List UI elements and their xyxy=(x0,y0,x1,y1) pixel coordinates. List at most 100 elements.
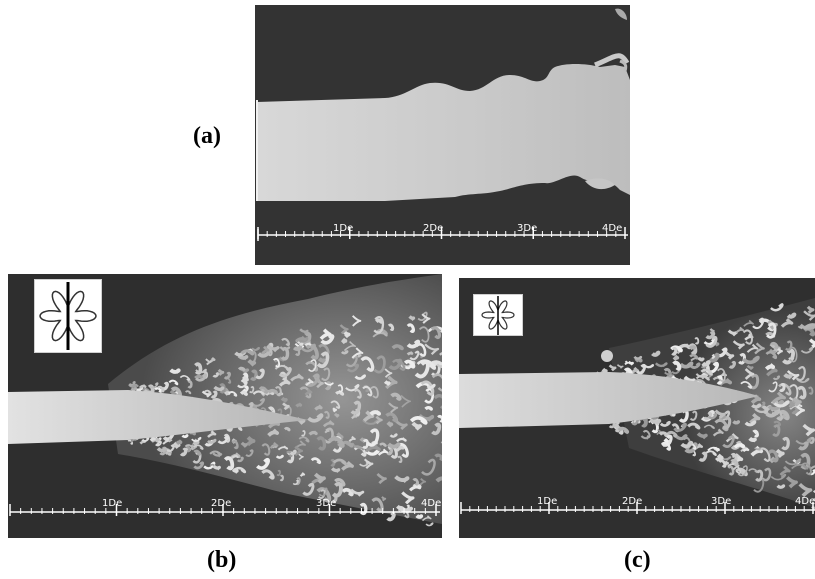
eddy xyxy=(406,323,415,333)
jet-core-c xyxy=(459,372,759,428)
eddy xyxy=(365,444,381,453)
eddy xyxy=(246,435,256,447)
nozzle-inset-c xyxy=(473,294,523,336)
eddy xyxy=(757,447,771,462)
eddy xyxy=(255,368,265,380)
eddy xyxy=(195,368,207,374)
eddy xyxy=(778,383,786,393)
eddy xyxy=(715,453,724,462)
eddy xyxy=(260,407,267,412)
eddy xyxy=(744,368,755,380)
eddy xyxy=(251,346,260,352)
eddy xyxy=(714,409,726,419)
eddy xyxy=(424,406,433,411)
eddy xyxy=(327,436,345,448)
eddy xyxy=(387,323,395,331)
eddy xyxy=(761,405,769,414)
eddy xyxy=(735,326,745,334)
eddy xyxy=(754,447,762,451)
eddy xyxy=(672,354,680,362)
eddy xyxy=(324,428,330,434)
eddy xyxy=(616,364,624,369)
scale-label-3de-b: 3De xyxy=(316,498,336,509)
eddy xyxy=(679,361,694,369)
eddy xyxy=(634,357,643,363)
eddy xyxy=(292,479,299,486)
eddy xyxy=(409,350,420,361)
eddy xyxy=(403,359,416,369)
eddy xyxy=(808,338,815,349)
eddy xyxy=(794,404,805,417)
eddy xyxy=(376,473,387,485)
eddy xyxy=(396,437,407,443)
eddy xyxy=(643,363,654,369)
eddy xyxy=(751,403,762,409)
eddy xyxy=(431,373,442,392)
eddy xyxy=(236,456,244,463)
eddy xyxy=(307,413,324,423)
eddy xyxy=(316,436,327,451)
eddy xyxy=(259,386,269,394)
eddy xyxy=(703,424,715,430)
scale-label-4de-a: 4De xyxy=(602,223,622,234)
eddy xyxy=(275,386,282,397)
eddy xyxy=(771,391,787,404)
eddy xyxy=(316,351,330,368)
eddy xyxy=(642,430,651,438)
eddy xyxy=(228,391,238,397)
eddy xyxy=(148,382,159,389)
eddy xyxy=(806,305,815,314)
eddy xyxy=(305,378,314,387)
eddy xyxy=(149,435,156,442)
eddy xyxy=(332,458,347,466)
eddy xyxy=(203,389,212,395)
eddy xyxy=(384,368,393,378)
eddy xyxy=(434,453,442,461)
eddy xyxy=(193,444,204,450)
eddy xyxy=(731,453,740,459)
scale-label-1de-c: 1De xyxy=(537,496,557,507)
eddy xyxy=(755,469,764,482)
eddy xyxy=(348,435,356,443)
eddy xyxy=(427,326,442,333)
eddy xyxy=(766,322,777,339)
scale-label-3de-c: 3De xyxy=(711,496,731,507)
eddy xyxy=(776,347,783,355)
eddy xyxy=(131,383,139,388)
eddy xyxy=(798,441,809,451)
eddy xyxy=(179,375,191,382)
eddy xyxy=(649,417,662,425)
eddy xyxy=(280,346,290,361)
eddy xyxy=(722,435,735,448)
eddy xyxy=(304,388,313,396)
eddy xyxy=(701,360,711,367)
eddy xyxy=(395,419,408,431)
eddy xyxy=(411,421,423,431)
eddy xyxy=(354,374,366,380)
eddy xyxy=(746,343,759,353)
eddy xyxy=(608,422,616,429)
eddy xyxy=(162,437,169,445)
eddy xyxy=(340,350,349,355)
eddy xyxy=(316,487,332,503)
eddy xyxy=(353,445,362,449)
eddy xyxy=(194,374,205,381)
eddy xyxy=(409,416,428,425)
eddy xyxy=(730,458,739,467)
eddy xyxy=(396,505,406,512)
eddy xyxy=(269,441,279,449)
eddy xyxy=(213,385,225,392)
eddy xyxy=(223,456,235,471)
eddy xyxy=(377,448,389,456)
eddy xyxy=(786,312,797,319)
eddy xyxy=(223,371,231,380)
eddy xyxy=(266,344,280,353)
eddy xyxy=(390,392,402,401)
eddy xyxy=(305,343,319,360)
eddy xyxy=(776,484,786,489)
eddy xyxy=(239,390,248,396)
eddy xyxy=(728,360,736,369)
eddy xyxy=(788,400,796,409)
eddy xyxy=(383,380,391,387)
eddy xyxy=(130,386,138,391)
